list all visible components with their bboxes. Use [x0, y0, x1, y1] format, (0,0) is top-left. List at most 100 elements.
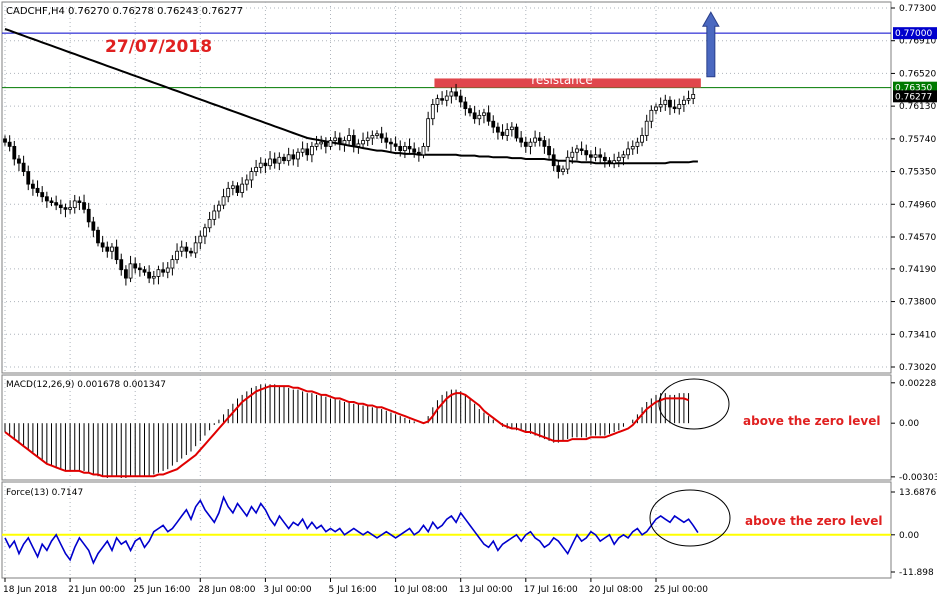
candle-body [7, 141, 12, 147]
candle-body [133, 263, 138, 269]
candle-body [184, 246, 189, 252]
candle-body [226, 187, 231, 198]
candle-body [682, 99, 686, 105]
resistance-label: resistance [531, 73, 593, 87]
candle-body [110, 246, 114, 252]
candle-body [58, 204, 63, 209]
candle-body [323, 141, 328, 147]
candle-body [626, 148, 630, 156]
force-tick-label: -11.898 [899, 568, 934, 578]
candle-body [12, 145, 17, 160]
candle-body [468, 108, 472, 114]
candle-body [114, 246, 119, 261]
candle-body [589, 154, 593, 158]
candle-body [272, 158, 277, 164]
force-line [4, 495, 699, 565]
candle-body [119, 259, 124, 271]
date-tick-label: 3 Jul 00:00 [263, 585, 312, 595]
candle-body [30, 183, 35, 189]
candle-body [221, 196, 226, 206]
candle-body [175, 250, 179, 261]
candle-body [458, 95, 463, 103]
force-label: Force(13) 0.7147 [6, 488, 83, 498]
candle-body [672, 106, 677, 110]
labels-group: 0.77300 0.76910 0.76520 0.76130 0.75740 0.753… [3, 4, 937, 595]
candle-body [291, 154, 296, 160]
candle-body [640, 135, 644, 143]
candle-body [151, 276, 156, 279]
candle-body [430, 104, 435, 120]
candle-body [612, 160, 617, 164]
candle-body [565, 156, 570, 170]
macd-tick-label: -0.003036 [899, 473, 937, 483]
candle-body [556, 165, 561, 172]
date-tick-label: 13 Jul 00:00 [459, 585, 513, 595]
price-tick-label: 0.76130 [899, 102, 936, 112]
price-tick-label: 0.76520 [899, 69, 936, 79]
candle-body [370, 135, 375, 139]
candle-body [54, 202, 59, 206]
candle-body [82, 202, 86, 210]
candle-body [607, 160, 612, 164]
candle-body [254, 166, 259, 172]
candle-body [337, 137, 342, 145]
candle-body [207, 218, 212, 229]
candle-body [547, 145, 551, 156]
date-tick-label: 17 Jul 16:00 [524, 585, 578, 595]
up-arrow [701, 11, 720, 78]
candle-body [314, 143, 319, 147]
resistance-box [434, 78, 701, 88]
candle-body [440, 98, 445, 101]
candle-body [3, 138, 7, 143]
level-badge-last-bg [893, 90, 937, 103]
candle-body [77, 200, 82, 203]
candle-body [691, 93, 696, 99]
candle-body [500, 131, 505, 136]
candle-body [654, 106, 658, 111]
candle-body [426, 118, 431, 147]
candle-body [333, 137, 338, 141]
level-badge-last: 0.76277 [895, 92, 932, 102]
date-tick-label: 25 Jul 00:00 [654, 585, 708, 595]
price-tick-label: 0.74190 [899, 265, 936, 275]
candle-body [509, 126, 514, 131]
candle-body [649, 109, 654, 122]
candle-body [165, 267, 170, 273]
date-tick-label: 18 Jun 2018 [3, 585, 57, 595]
macd-label: MACD(12,26,9) 0.001678 0.001347 [6, 380, 166, 390]
candle-body [356, 143, 361, 147]
macd-tick-label: 0.002285 [899, 379, 937, 389]
candle-body [528, 141, 533, 147]
candle-body [519, 137, 524, 143]
price-tick-label: 0.73410 [899, 330, 936, 340]
candle-body [505, 129, 510, 136]
candle-body [677, 104, 682, 110]
candle-body [142, 269, 147, 273]
main-panel-frame [1, 1, 892, 374]
candle-body [258, 162, 263, 168]
candle-body [263, 162, 268, 167]
price-tick-label: 0.73020 [899, 363, 936, 373]
price-tick-label: 0.75350 [899, 168, 936, 178]
candle-body [309, 145, 314, 156]
date-tick-label: 28 Jun 08:00 [198, 585, 255, 595]
candle-body [551, 154, 556, 167]
candle-body [68, 207, 72, 210]
candle-body [240, 183, 245, 193]
candle-body [216, 204, 221, 212]
price-tick-label: 0.76910 [899, 37, 936, 47]
candle-body [570, 151, 575, 158]
candle-body [361, 140, 365, 145]
candle-body [342, 140, 347, 145]
candle-body [268, 158, 272, 167]
candle-body [630, 145, 635, 150]
candle-body [124, 269, 128, 279]
candle-body [230, 185, 235, 189]
candle-body [663, 99, 668, 105]
date-tick-label: 25 Jun 16:00 [133, 585, 190, 595]
candle-body [128, 263, 133, 279]
candle-body [644, 120, 649, 136]
candle-body [35, 187, 40, 193]
ma-short-line [4, 109, 690, 274]
